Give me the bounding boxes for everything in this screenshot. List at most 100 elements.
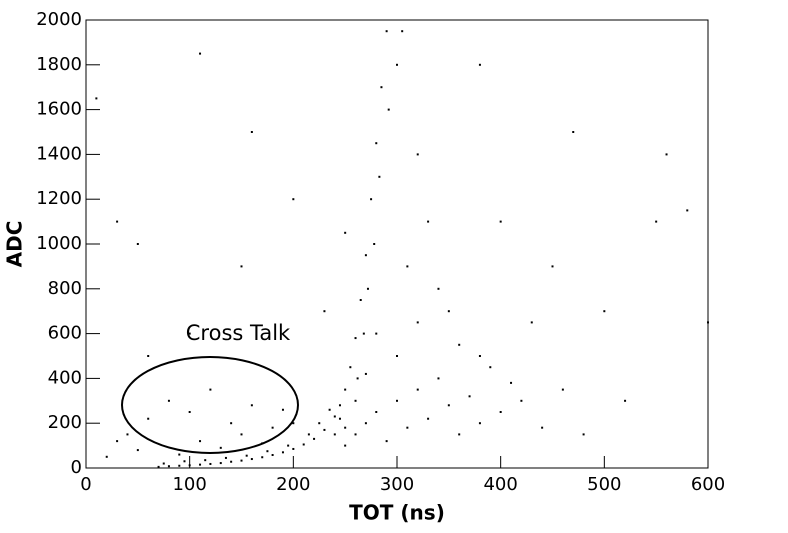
- point: [362, 332, 365, 335]
- point: [157, 465, 160, 468]
- point: [354, 399, 357, 402]
- point: [167, 399, 170, 402]
- point: [561, 388, 564, 391]
- point: [292, 447, 295, 450]
- point: [354, 433, 357, 436]
- point: [499, 411, 502, 413]
- point: [396, 355, 398, 357]
- point: [188, 411, 191, 413]
- y-tick-label: 800: [48, 278, 82, 299]
- point: [478, 355, 481, 357]
- point: [437, 287, 440, 290]
- point: [401, 30, 404, 33]
- point: [136, 449, 139, 452]
- point: [245, 454, 248, 457]
- point: [292, 422, 295, 425]
- annotation: Cross Talk: [186, 321, 291, 345]
- point: [209, 388, 212, 391]
- point: [261, 442, 264, 445]
- points: [95, 30, 709, 468]
- point: [520, 399, 523, 402]
- point: [116, 440, 119, 443]
- point: [364, 422, 367, 425]
- point: [147, 355, 150, 357]
- point: [478, 422, 481, 425]
- point: [385, 440, 388, 443]
- point: [333, 415, 336, 418]
- point: [530, 321, 533, 324]
- point: [250, 404, 253, 407]
- y-tick-label: 200: [48, 412, 82, 433]
- point: [287, 444, 290, 447]
- point: [224, 456, 227, 459]
- point: [188, 332, 191, 335]
- point: [458, 433, 461, 436]
- point: [510, 381, 513, 384]
- point: [209, 462, 212, 465]
- point: [354, 337, 357, 340]
- y-tick-label: 1200: [36, 188, 82, 209]
- point: [364, 372, 367, 375]
- point: [665, 153, 668, 156]
- point: [271, 426, 274, 429]
- point: [373, 243, 376, 245]
- point: [328, 408, 331, 411]
- point: [240, 265, 243, 268]
- point: [105, 455, 108, 458]
- point: [240, 433, 243, 436]
- point: [447, 404, 450, 407]
- y-tick-label: 2000: [36, 9, 82, 30]
- point: [380, 86, 383, 89]
- point: [427, 220, 430, 223]
- x-axis-title: TOT (ns): [349, 501, 445, 525]
- point: [624, 399, 627, 402]
- point: [338, 417, 341, 420]
- point: [396, 63, 398, 66]
- point: [686, 209, 689, 212]
- point: [406, 426, 409, 429]
- point: [292, 198, 295, 201]
- y-axis-title: ADC: [3, 221, 27, 268]
- point: [551, 265, 554, 268]
- point: [338, 404, 341, 407]
- point: [396, 399, 398, 402]
- point: [378, 175, 381, 178]
- point: [136, 243, 139, 245]
- point: [541, 426, 544, 429]
- point: [219, 446, 222, 449]
- y-tick-label: 600: [48, 323, 82, 344]
- point: [230, 460, 233, 463]
- point: [344, 388, 347, 391]
- point: [707, 321, 709, 324]
- point: [572, 131, 575, 133]
- point: [655, 220, 658, 223]
- point: [458, 343, 461, 346]
- point: [370, 198, 373, 201]
- point: [416, 388, 419, 391]
- point: [333, 433, 336, 436]
- point: [366, 287, 369, 290]
- point: [240, 459, 243, 462]
- point: [375, 332, 378, 335]
- point: [126, 433, 129, 436]
- point: [261, 456, 264, 459]
- point: [199, 440, 202, 443]
- point: [416, 321, 419, 324]
- y-tick-label: 1800: [36, 54, 82, 75]
- point: [230, 422, 233, 425]
- point: [478, 63, 481, 66]
- point: [307, 433, 310, 436]
- point: [359, 299, 362, 301]
- point: [468, 395, 471, 398]
- y-tick-label: 1600: [36, 99, 82, 120]
- point: [302, 443, 305, 446]
- point: [323, 310, 326, 313]
- y-tick-label: 1400: [36, 143, 82, 164]
- point: [116, 220, 119, 223]
- point: [416, 153, 419, 156]
- point: [318, 422, 321, 425]
- point: [387, 108, 390, 111]
- point: [349, 366, 352, 369]
